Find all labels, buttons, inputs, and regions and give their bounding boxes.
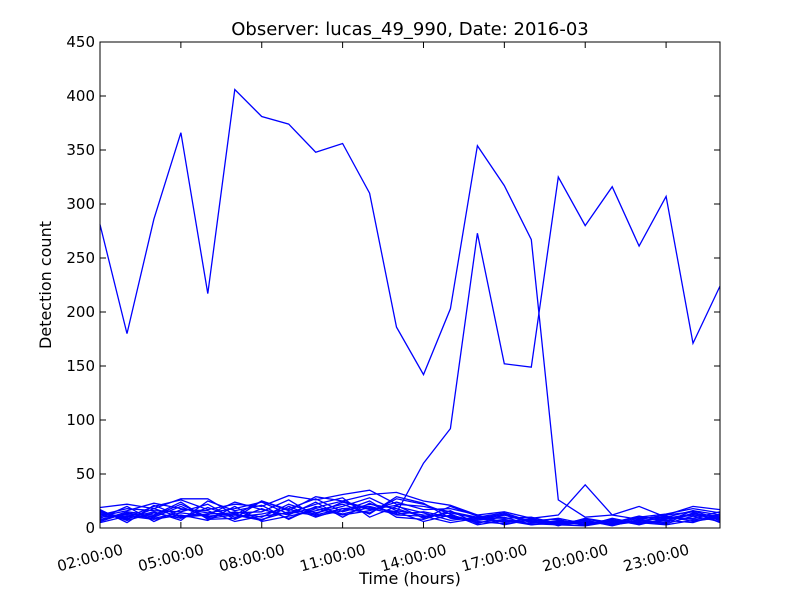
y-tick-label: 250 xyxy=(66,249,95,267)
chart-title: Observer: lucas_49_990, Date: 2016-03 xyxy=(231,19,588,40)
x-tick-label: 08:00:00 xyxy=(217,540,287,575)
y-tick-label: 350 xyxy=(66,141,95,159)
x-tick-label: 02:00:00 xyxy=(55,540,125,575)
x-ticks: 02:00:00 05:00:00 08:00:00 11:00:00 14:00:00… xyxy=(55,42,691,575)
x-tick-label: 11:00:00 xyxy=(298,540,368,575)
y-tick-label: 200 xyxy=(66,303,95,321)
x-tick-label: 23:00:00 xyxy=(621,540,691,575)
plot-frame xyxy=(99,41,721,529)
series-line-14 xyxy=(99,501,721,526)
series-line-2 xyxy=(99,174,721,521)
y-tick-label: 450 xyxy=(66,33,95,51)
series-line-1 xyxy=(99,88,721,518)
y-tick-label: 100 xyxy=(66,411,95,429)
series-line-15 xyxy=(99,500,721,526)
y-tick-label: 0 xyxy=(85,519,95,537)
y-tick-label: 400 xyxy=(66,87,95,105)
y-axis-label: Detection count xyxy=(36,221,55,349)
y-tick-label: 150 xyxy=(66,357,95,375)
x-tick-label: 20:00:00 xyxy=(541,540,611,575)
y-tick-label: 300 xyxy=(66,195,95,213)
y-ticks: 0 50 100 150 200 250 300 350 400 450 xyxy=(66,33,720,537)
series-line-12 xyxy=(99,500,721,527)
x-tick-label: 17:00:00 xyxy=(460,540,530,575)
series-line-10 xyxy=(99,499,721,526)
x-axis-label: Time (hours) xyxy=(358,569,461,588)
series-line-3 xyxy=(99,483,721,521)
x-tick-label: 05:00:00 xyxy=(136,540,206,575)
series-layer xyxy=(99,88,721,527)
y-tick-label: 50 xyxy=(76,465,95,483)
